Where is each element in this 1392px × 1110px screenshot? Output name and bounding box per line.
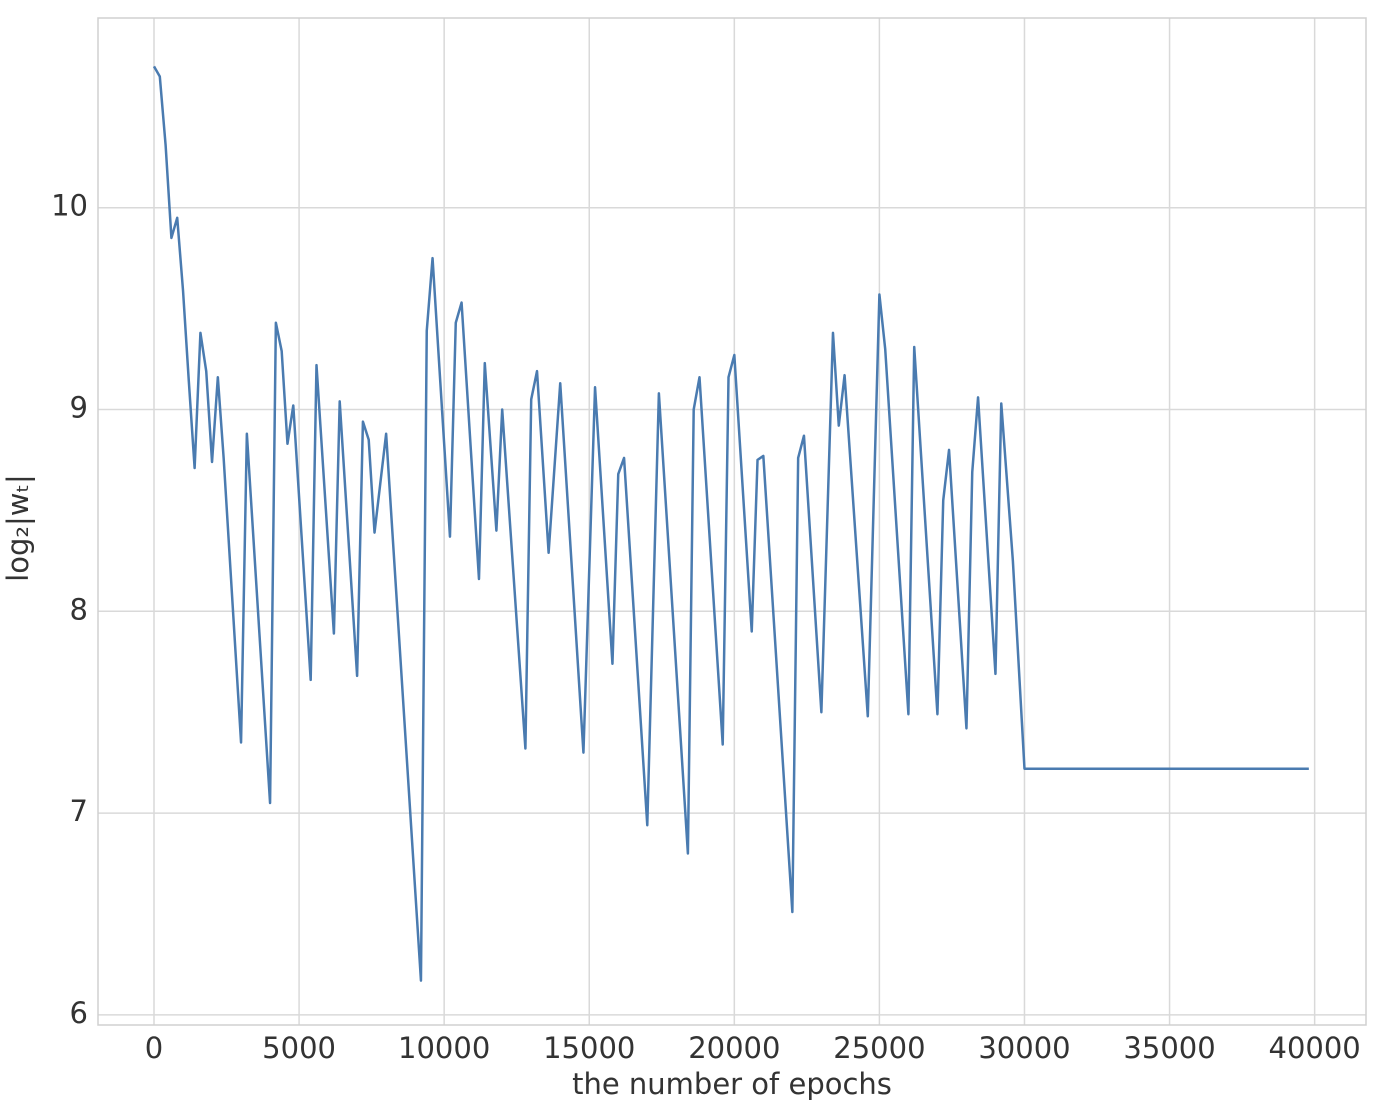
x-tick-label: 40000 xyxy=(1269,1031,1361,1065)
x-axis-label: the number of epochs xyxy=(572,1067,892,1101)
y-tick-label: 10 xyxy=(51,189,88,223)
y-tick-label: 6 xyxy=(70,996,88,1030)
y-tick-label: 7 xyxy=(70,794,88,828)
y-axis-label: log₂|wₜ| xyxy=(1,474,35,582)
plot-frame xyxy=(97,17,1367,1026)
x-tick-label: 5000 xyxy=(262,1031,336,1065)
x-tick-label: 10000 xyxy=(398,1031,490,1065)
y-tick-label: 8 xyxy=(70,592,88,626)
x-tick-label: 25000 xyxy=(833,1031,925,1065)
y-tick-label: 9 xyxy=(70,390,88,424)
x-tick-label: 15000 xyxy=(543,1031,635,1065)
x-tick-label: 35000 xyxy=(1123,1031,1215,1065)
data-line xyxy=(152,65,1309,982)
x-tick-label: 0 xyxy=(145,1031,163,1065)
x-tick-label: 30000 xyxy=(978,1031,1070,1065)
x-tick-label: 20000 xyxy=(688,1031,780,1065)
